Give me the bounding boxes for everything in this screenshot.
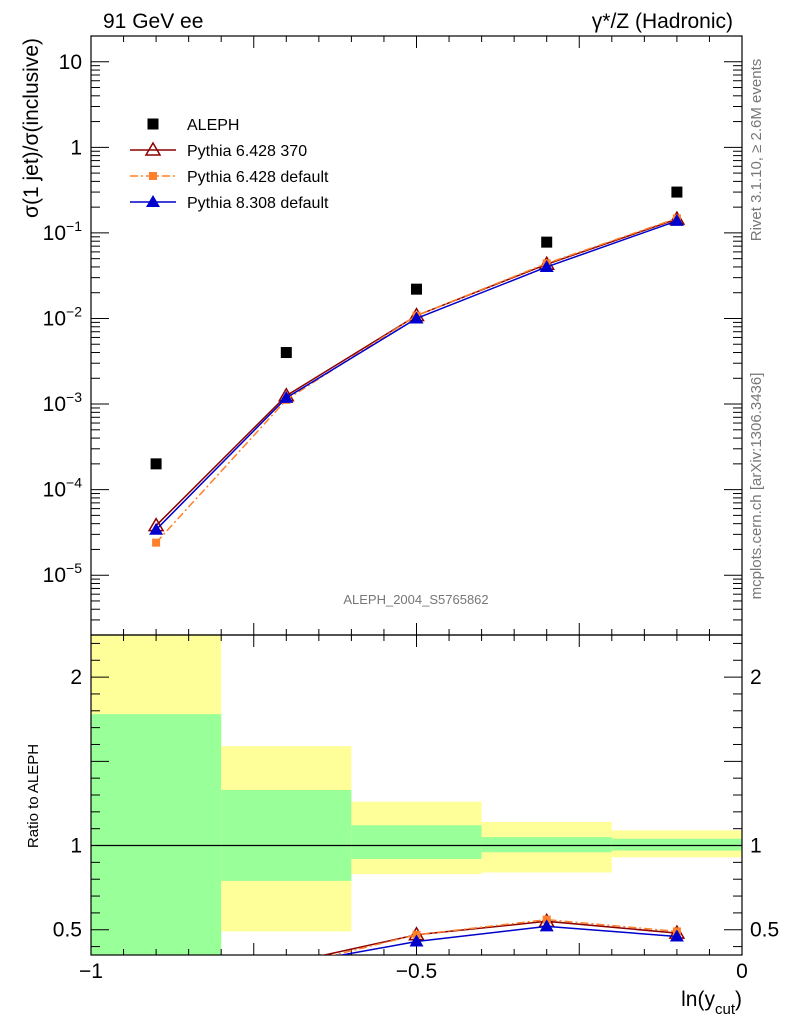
main-point-pythia6_default [152,538,161,547]
rivet-version-label: Rivet 3.1.10, ≥ 2.6M events [748,59,765,242]
main-point-aleph [150,458,162,470]
legend-marker-pythia6_default [149,172,157,180]
header-right-label: γ*/Z (Hadronic) [592,10,733,33]
main-y-tick-label: 10−5 [43,560,83,587]
main-y-tick-label: 10−4 [43,475,83,502]
ratio-panel-series [321,912,686,955]
main-series-line-pythia8_default [155,220,678,531]
main-point-aleph [411,283,422,295]
x-tick-label: −0.5 [396,960,437,983]
legend-marker-pythia8_default [146,195,160,207]
main-point-pythia8_default [669,213,684,226]
band-inner-bin [481,837,612,853]
ratio-point-pythia8_default [669,929,684,942]
main-point-aleph [280,347,292,359]
band-inner-bin [351,825,482,859]
ratio-point-pythia8_default [539,919,554,932]
ratio-series-group [321,912,686,955]
main-point-pythia8_default [539,259,554,272]
main-y-tick-label: 10 [59,51,82,74]
legend-label-pythia8_default: Pythia 8.308 default [187,195,329,212]
main-series-line-pythia6_default [155,217,678,544]
main-y-tick-label: 10−2 [43,303,83,330]
main-point-pythia8_default [279,390,294,403]
header-left-label: 91 GeV ee [103,10,203,33]
main-y-tick-label: 10−1 [43,218,83,245]
band-inner-bin [611,838,742,851]
band-inner-bin [221,789,352,881]
main-point-pythia8_default [409,311,424,324]
ratio-y-tick-label-left: 2 [70,666,82,689]
ratio-y-tick-label-right: 2 [750,666,762,689]
legend-label-pythia6_370: Pythia 6.428 370 [187,143,307,160]
ratio-point-pythia8_default [409,934,424,947]
legend-label-aleph: ALEPH [187,117,239,134]
ratio-y-tick-label-left: 0.5 [53,919,82,942]
main-point-aleph [541,236,553,248]
ratio-uncertainty-bands [91,635,742,955]
ratio-panel-frame: −1 −0.5 00.5 0.51 12 2 [53,634,779,983]
ratio-y-tick-label-right: 1 [750,835,762,858]
legend-marker-pythia6_370 [144,141,162,156]
main-point-aleph [671,186,683,198]
main-y-tick-label: 10−3 [43,389,83,416]
x-tick-label: −1 [79,960,103,983]
legend-marker-aleph [147,118,159,130]
main-y-tick-label: 1 [70,136,82,159]
x-axis-label: ln(ycut) [681,988,742,1018]
legend: ALEPH Pythia 6.428 370 Pythia 6.428 defaul… [130,117,329,212]
band-inner-bin [91,714,222,955]
ratio-y-tick-label-left: 1 [70,835,82,858]
ratio-y-axis-label: Ratio to ALEPH [25,744,42,848]
main-point-pythia8_default [149,522,164,535]
legend-label-pythia6_default: Pythia 6.428 default [187,169,329,186]
mcplots-label: mcplots.cern.ch [arXiv:1306.3436] [748,373,765,600]
watermark-label: ALEPH_2004_S5765862 [343,592,488,607]
main-y-axis-label: σ(1 jet)/σ(inclusive) [20,38,43,218]
main-panel-series [147,186,686,547]
ratio-y-tick-label-right: 0.5 [750,919,779,942]
main-series-line-pythia6_370 [155,218,678,527]
x-tick-label: 0 [736,960,748,983]
main-panel-frame: 10−5 10−4 10−3 10−2 10−1 1 10 [43,35,743,636]
